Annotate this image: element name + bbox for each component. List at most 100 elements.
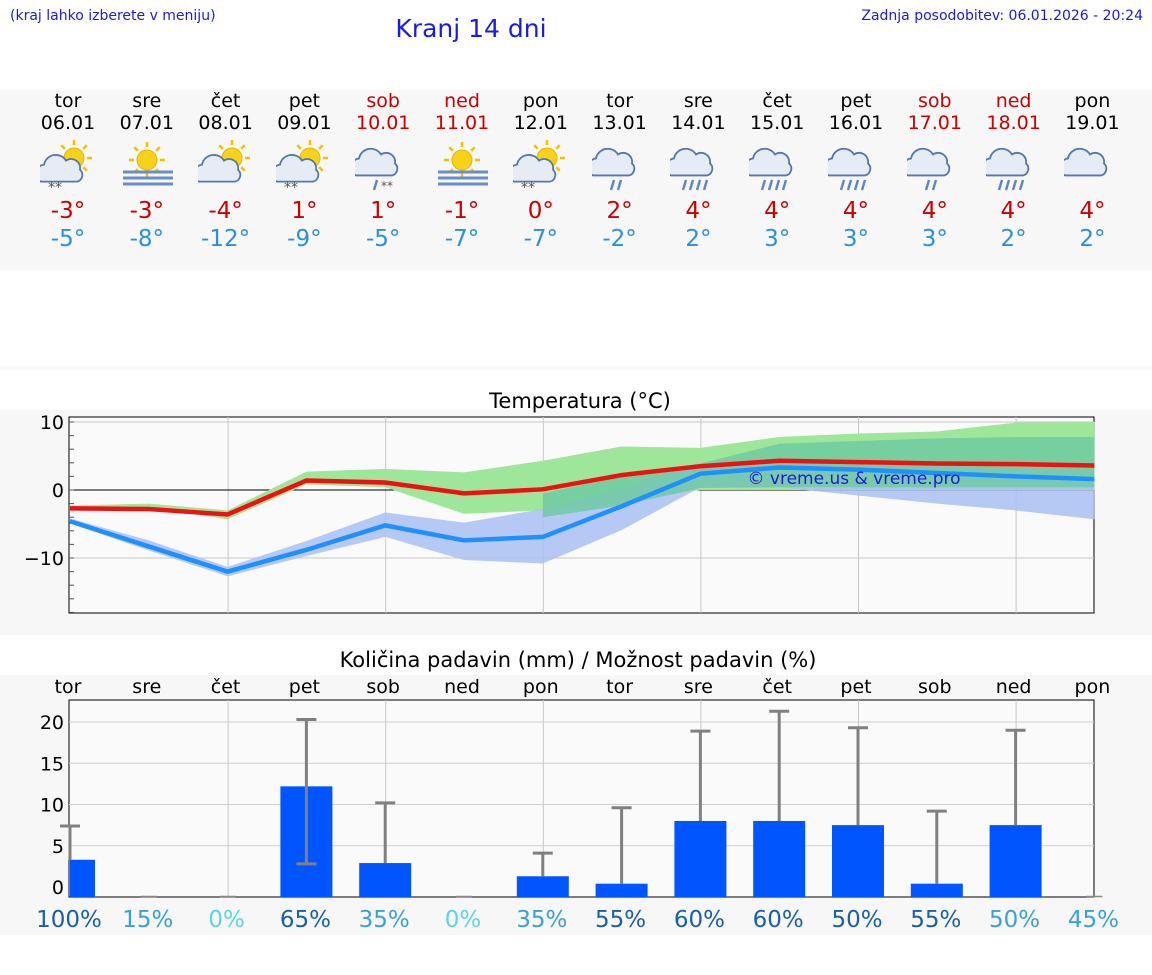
svg-text:**: ** xyxy=(521,180,535,194)
precip-day-label: čet xyxy=(211,676,241,698)
precip-probability: 50% xyxy=(831,907,882,933)
day-1-forecast: sre 07.01 -3° -8° xyxy=(108,90,186,252)
precip-probability: 15% xyxy=(122,907,173,933)
min-temperature: -8° xyxy=(129,226,165,252)
day-name: tor xyxy=(606,90,634,112)
day-name: čet xyxy=(210,90,241,112)
precipitation-chart: 20 15 10 5 0 tor 100% sre 15% čet 0% pet 65% sob 35% ne… xyxy=(36,676,1119,933)
precip-bar xyxy=(359,863,412,897)
y-tick-label: 0 xyxy=(52,877,64,899)
max-temperature: 4° xyxy=(1000,198,1027,224)
day-date: 19.01 xyxy=(1065,112,1120,134)
day-name: sre xyxy=(132,90,162,112)
temperature-chart-title: Temperatura (°C) xyxy=(488,389,671,413)
day-date: 12.01 xyxy=(513,112,568,134)
min-temp-line xyxy=(69,465,1095,574)
day-name: ned xyxy=(444,90,480,112)
max-temperature: 0° xyxy=(527,198,554,224)
y-tick-label: 10 xyxy=(40,412,64,434)
y-tick-label: −10 xyxy=(24,548,64,570)
day-11-forecast: sob 17.01 4° 3° xyxy=(896,90,974,252)
cloud-sleet-icon: ** xyxy=(355,147,399,193)
min-temperature: 2° xyxy=(685,226,712,252)
cloud-rain-icon xyxy=(670,147,714,191)
day-date: 08.01 xyxy=(198,112,253,134)
min-temperature: 3° xyxy=(764,226,791,252)
y-tick-label: 0 xyxy=(52,480,64,502)
day-date: 15.01 xyxy=(749,112,805,134)
min-temperature: -7° xyxy=(444,226,480,252)
day-date: 18.01 xyxy=(986,112,1041,134)
day-name: sob xyxy=(918,90,952,112)
min-temperature: 2° xyxy=(1000,226,1027,252)
precip-probability: 0% xyxy=(445,907,482,933)
day-5-forecast: ned 11.01 -1° -7° xyxy=(423,90,501,252)
precip-bar xyxy=(70,859,95,897)
precip-day-label: sob xyxy=(366,676,400,698)
precip-probability: 60% xyxy=(674,907,725,933)
day-name: pon xyxy=(522,90,559,112)
precip-probability: 45% xyxy=(1068,907,1119,933)
svg-text:**: ** xyxy=(48,180,62,194)
precip-bar xyxy=(753,821,806,897)
day-3-forecast: pet 09.01 ** 1° -9° xyxy=(265,90,343,252)
day-date: 13.01 xyxy=(592,112,647,134)
day-date: 09.01 xyxy=(277,112,332,134)
day-2-forecast: čet 08.01 -4° -12° xyxy=(187,90,265,252)
cloudy-icon xyxy=(1064,147,1108,177)
precip-day-label: pon xyxy=(1075,676,1111,698)
precip-probability: 65% xyxy=(280,907,331,933)
precip-day-label: sre xyxy=(132,676,161,698)
min-temperature: -12° xyxy=(201,226,251,252)
daily-forecast-strip: tor 06.01 ** -3° -5° sre 07.01 -3° -8° čet 08.01 -4… xyxy=(0,90,1152,270)
max-temperature: -4° xyxy=(208,198,243,224)
day-date: 11.01 xyxy=(434,112,490,134)
precipitation-plot-area xyxy=(68,699,1095,898)
precip-bar xyxy=(674,821,727,897)
max-temperature: 1° xyxy=(291,198,318,224)
separator xyxy=(0,366,1152,370)
day-0-forecast: tor 06.01 ** -3° -5° xyxy=(29,90,107,252)
cloud-rain-icon xyxy=(828,147,872,191)
sun-fog-icon xyxy=(122,142,173,186)
precip-bar xyxy=(832,825,884,897)
precip-bar xyxy=(989,825,1042,897)
min-temperature: 3° xyxy=(921,226,948,252)
precip-probability: 35% xyxy=(516,907,567,933)
min-temperature: 2° xyxy=(1079,226,1106,252)
precip-bar xyxy=(516,876,569,897)
max-temperature: 4° xyxy=(685,198,712,224)
precip-probability: 35% xyxy=(359,907,410,933)
y-tick-label: 10 xyxy=(40,795,64,817)
max-temperature: 2° xyxy=(606,198,633,224)
cloud-light-rain-icon xyxy=(906,147,950,191)
precip-day-label: ned xyxy=(996,676,1032,698)
day-name: pon xyxy=(1074,90,1111,112)
partly-sunny-snow-icon: ** xyxy=(276,140,329,194)
partly-sunny-icon xyxy=(197,140,250,183)
max-temperature: -1° xyxy=(444,198,480,224)
precip-day-label: tor xyxy=(55,676,82,698)
cloud-rain-icon xyxy=(749,147,793,191)
temperature-chart: 10 0 −10 © vreme.us & vreme.pro xyxy=(24,412,1095,614)
day-13-forecast: pon 19.01 4° 2° xyxy=(1053,90,1131,252)
max-temperature: 1° xyxy=(370,198,397,224)
precip-day-label: tor xyxy=(606,676,633,698)
partly-sunny-snow-icon: ** xyxy=(512,140,565,194)
location-hint: (kraj lahko izberete v meniju) xyxy=(10,8,216,24)
min-temperature: 3° xyxy=(842,226,870,252)
day-12-forecast: ned 18.01 4° 2° xyxy=(975,90,1053,252)
day-name: pet xyxy=(840,90,872,112)
precip-bar xyxy=(595,883,648,897)
precip-day-label: ned xyxy=(444,676,480,698)
max-temperature: -3° xyxy=(129,198,165,224)
precip-probability: 55% xyxy=(910,907,961,933)
min-temperature: -2° xyxy=(602,226,637,252)
day-date: 14.01 xyxy=(671,112,726,134)
y-tick-label: 20 xyxy=(40,712,64,734)
cloud-rain-icon xyxy=(985,147,1029,191)
precip-day-label: sre xyxy=(684,676,713,698)
day-9-forecast: čet 15.01 4° 3° xyxy=(738,90,816,252)
page-title: Kranj 14 dni xyxy=(395,14,547,43)
